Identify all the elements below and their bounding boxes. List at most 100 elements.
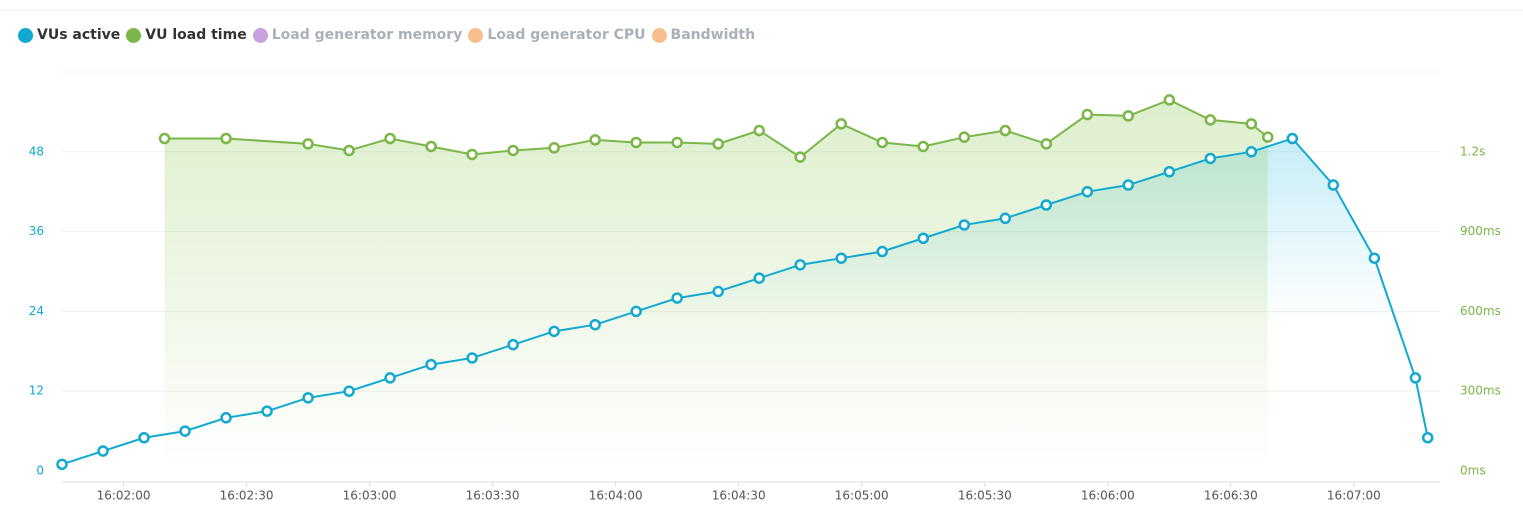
y2-tick-label: 300ms bbox=[1460, 384, 1501, 398]
point bbox=[548, 142, 560, 154]
point bbox=[753, 272, 765, 284]
point bbox=[179, 425, 191, 437]
point bbox=[1262, 131, 1274, 143]
point bbox=[712, 285, 724, 298]
point bbox=[794, 151, 806, 163]
point bbox=[1122, 179, 1135, 191]
point bbox=[97, 445, 109, 457]
point bbox=[425, 140, 437, 153]
x-tick-label: 16:07:00 bbox=[1327, 489, 1381, 503]
legend-item[interactable]: VUs active bbox=[18, 27, 120, 43]
legend-item[interactable]: Load generator CPU bbox=[468, 27, 646, 43]
point bbox=[1040, 199, 1053, 211]
point bbox=[712, 138, 724, 150]
point bbox=[158, 132, 171, 145]
y2-tick-label: 0ms bbox=[1460, 464, 1486, 478]
legend-label: Bandwidth bbox=[670, 27, 756, 43]
legend-label: VUs active bbox=[37, 27, 121, 43]
point bbox=[589, 318, 601, 331]
point bbox=[343, 385, 355, 397]
point bbox=[384, 372, 396, 384]
y-tick-label: 24 bbox=[29, 304, 44, 318]
point bbox=[917, 232, 929, 244]
legend-label: Load generator CPU bbox=[487, 27, 646, 43]
point bbox=[302, 392, 314, 404]
point bbox=[1245, 118, 1258, 130]
point bbox=[999, 124, 1012, 137]
point bbox=[876, 245, 888, 258]
legend-item[interactable]: VU load time bbox=[126, 27, 247, 43]
point bbox=[343, 144, 355, 157]
point bbox=[220, 132, 232, 145]
point bbox=[1163, 94, 1176, 106]
x-tick-label: 16:04:00 bbox=[589, 489, 643, 503]
point bbox=[876, 136, 888, 149]
x-tick-label: 16:03:30 bbox=[466, 489, 520, 503]
point bbox=[835, 118, 847, 130]
y-tick-label: 0 bbox=[36, 464, 44, 478]
point bbox=[507, 144, 519, 157]
point bbox=[999, 212, 1012, 225]
y2-tick-label: 600ms bbox=[1460, 304, 1501, 318]
x-tick-label: 16:03:00 bbox=[343, 489, 397, 503]
point bbox=[220, 412, 232, 424]
x-tick-label: 16:05:30 bbox=[958, 489, 1012, 503]
legend-swatch bbox=[468, 27, 484, 43]
point bbox=[1286, 132, 1299, 145]
point bbox=[753, 124, 765, 137]
y2-tick-label: 1.2s bbox=[1460, 144, 1485, 158]
legend: VUs active VU load time Load generator mem… bbox=[18, 27, 755, 43]
x-tick-label: 16:06:00 bbox=[1081, 489, 1135, 503]
x-tick-label: 16:05:00 bbox=[835, 489, 889, 503]
point bbox=[671, 292, 683, 304]
point bbox=[917, 140, 929, 153]
point bbox=[589, 134, 601, 146]
area bbox=[164, 99, 1268, 472]
point bbox=[1163, 166, 1176, 178]
point bbox=[958, 219, 971, 231]
point bbox=[466, 148, 478, 161]
x-tick-label: 16:02:00 bbox=[97, 489, 151, 503]
point bbox=[630, 305, 642, 318]
legend-swatch bbox=[126, 27, 142, 43]
point bbox=[1081, 185, 1094, 198]
point bbox=[1204, 152, 1217, 165]
point bbox=[302, 138, 314, 150]
point bbox=[56, 458, 68, 471]
legend-item[interactable]: Bandwidth bbox=[651, 27, 756, 43]
point bbox=[425, 358, 437, 371]
y2-tick-label: 900ms bbox=[1460, 224, 1501, 238]
point bbox=[835, 252, 847, 264]
y-tick-label: 48 bbox=[29, 144, 44, 158]
point bbox=[630, 136, 642, 149]
point bbox=[1368, 252, 1381, 264]
point bbox=[1409, 372, 1422, 384]
x-tick-label: 16:06:30 bbox=[1204, 489, 1258, 503]
legend-item[interactable]: Load generator memory bbox=[252, 27, 463, 43]
legend-label: Load generator memory bbox=[271, 27, 463, 43]
legend-swatch bbox=[651, 27, 667, 43]
point bbox=[1421, 432, 1434, 444]
point bbox=[958, 131, 971, 143]
point bbox=[794, 259, 806, 271]
legend-swatch bbox=[252, 27, 268, 43]
point bbox=[384, 132, 396, 145]
point bbox=[1327, 179, 1340, 191]
legend-label: VU load time bbox=[145, 27, 247, 43]
point bbox=[548, 325, 560, 338]
y-tick-label: 12 bbox=[29, 384, 44, 398]
point bbox=[466, 352, 478, 364]
point bbox=[1081, 108, 1094, 121]
x-tick-label: 16:04:30 bbox=[712, 489, 766, 503]
point bbox=[1122, 110, 1135, 122]
point bbox=[1040, 138, 1053, 150]
y-tick-label: 36 bbox=[29, 224, 44, 238]
point bbox=[671, 136, 683, 149]
point bbox=[1204, 114, 1217, 126]
point bbox=[261, 405, 273, 417]
point bbox=[138, 432, 150, 444]
point bbox=[1245, 146, 1258, 158]
point bbox=[507, 338, 519, 351]
